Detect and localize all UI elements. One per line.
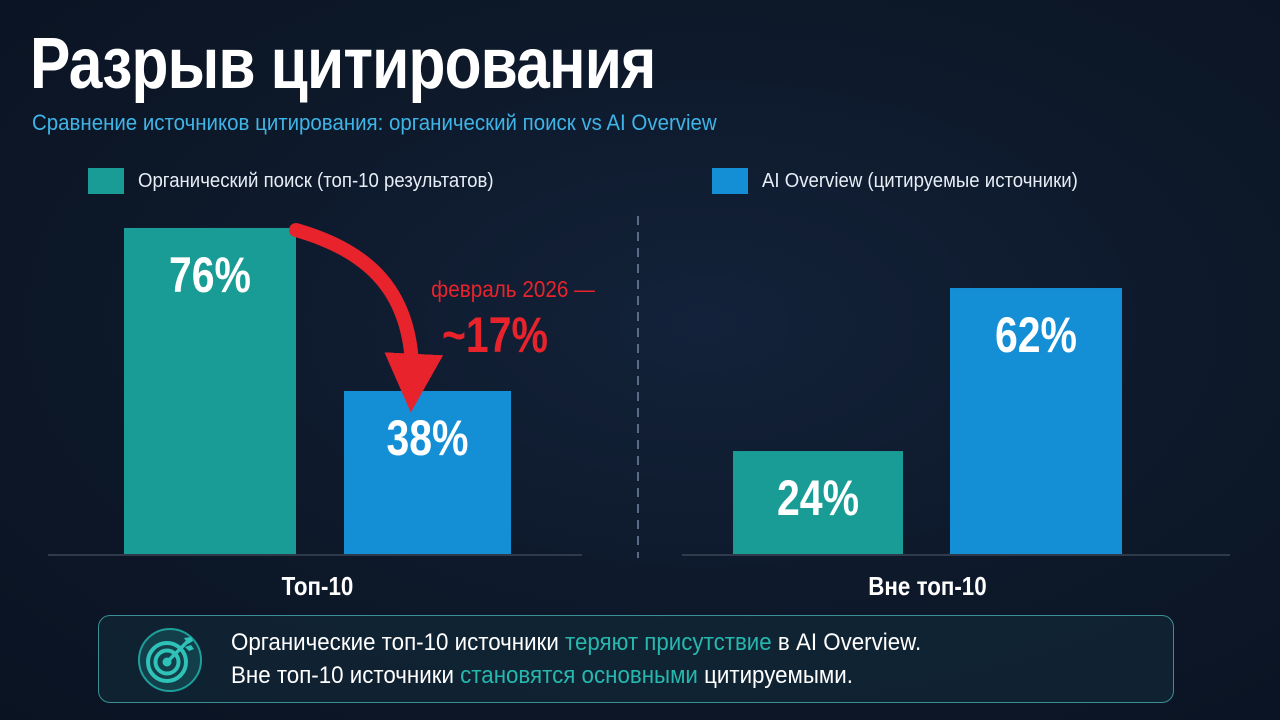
data-label-organic-1: 76% [169,247,251,303]
callout-text: Органические топ-10 источники теряют при… [231,626,973,692]
bar-organic-2 [733,451,903,554]
callout-line-1-highlight: теряют присутствие [565,629,772,656]
legend-item-ai-overview: AI Overview (цитируемые источники) [712,167,1102,195]
callout-line-2-start: Вне топ-10 источники [231,662,461,689]
callout-line-1-end: в AI Overview. [771,629,922,656]
data-label-organic-2: 24% [777,470,859,526]
callout-line-2-end: цитируемыми. [697,662,853,689]
category-label-вне-топ-10: Вне топ-10 [868,572,986,601]
page-title: Разрыв цитирования [30,24,656,104]
annotation-value: ~17% [442,307,548,363]
target-icon [138,628,202,692]
summary-callout: Органические топ-10 источники теряют при… [98,615,1174,703]
callout-line-2: Вне топ-10 источники становятся основным… [231,659,921,692]
decline-arrow [289,222,444,413]
legend-item-organic: Органический поиск (топ-10 результатов) [88,167,520,195]
callout-line-1-start: Органические топ-10 источники [231,629,566,656]
bar-organic-1 [124,227,296,554]
category-label-топ-10: Топ-10 [282,572,354,601]
legend-label-organic: Органический поиск (топ-10 результатов) [138,169,494,192]
data-label-ai-overview-2: 62% [995,307,1077,363]
legend-label-ai-overview: AI Overview (цитируемые источники) [762,169,1078,192]
annotation-label: февраль 2026 — [431,276,595,302]
callout-line-1: Органические топ-10 источники теряют при… [231,626,921,659]
bar-ai-overview-2 [950,288,1122,554]
legend-swatch-ai-overview [712,168,748,194]
bar-ai-overview-1 [344,390,511,554]
legend-swatch-organic [88,168,124,194]
callout-line-2-highlight: становятся основными [460,662,698,689]
data-label-ai-overview-1: 38% [386,410,468,466]
bar-chart: 76% 38% Топ-10 24% 62% Вне топ-10 февраль 2026… [48,216,1230,601]
page-subtitle: Сравнение источников цитирования: органи… [32,110,717,135]
